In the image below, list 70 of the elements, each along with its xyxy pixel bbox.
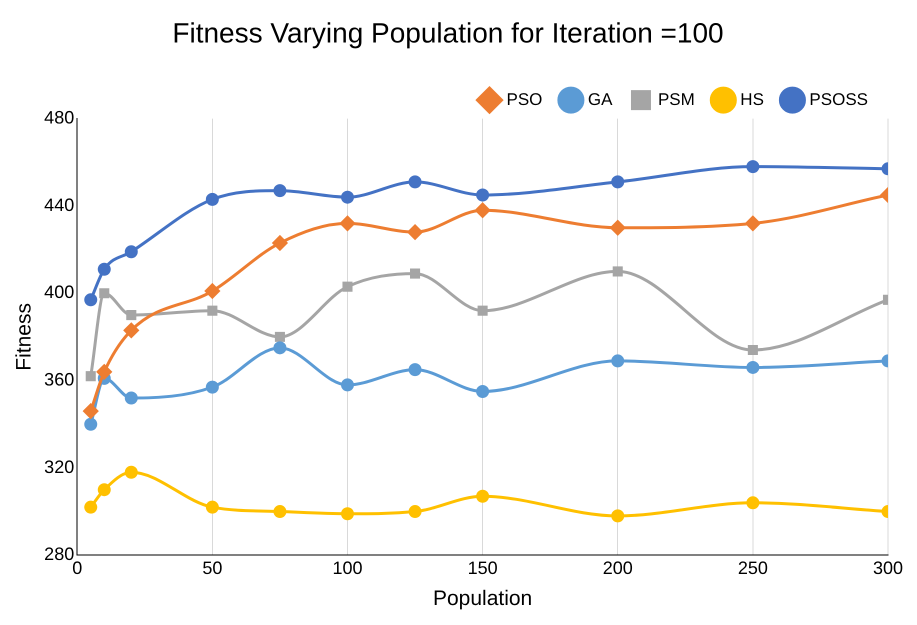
point	[342, 282, 353, 292]
point	[611, 509, 624, 522]
point	[410, 268, 420, 279]
legend-label: PSM	[658, 90, 695, 109]
point	[476, 490, 490, 503]
point	[748, 344, 758, 356]
point	[206, 380, 219, 394]
point	[124, 322, 139, 338]
point	[340, 190, 354, 204]
x-tick-label: 0	[72, 558, 82, 578]
point	[273, 184, 286, 198]
point	[478, 306, 488, 316]
point	[83, 404, 98, 419]
x-tick-label: 200	[602, 558, 633, 578]
y-tick-label: 400	[44, 282, 74, 302]
legend-label: PSOSS	[809, 90, 868, 109]
point	[746, 496, 760, 510]
point	[124, 392, 138, 405]
chart-title: Fitness Varying Population for Iteration =100	[172, 18, 724, 49]
point	[207, 306, 218, 316]
point	[126, 310, 136, 320]
point	[273, 341, 286, 354]
point	[206, 500, 219, 514]
x-tick-label: 250	[738, 558, 768, 578]
x-tick-label: 50	[202, 558, 222, 578]
x-tick-label: 100	[332, 558, 363, 578]
point	[272, 236, 288, 251]
point	[84, 293, 98, 306]
point	[340, 378, 354, 392]
point	[204, 284, 220, 299]
point	[98, 262, 111, 276]
point	[611, 354, 624, 368]
point	[610, 220, 626, 236]
point	[84, 500, 98, 514]
point	[476, 188, 490, 202]
point	[274, 332, 285, 342]
legend-label: PSO	[506, 90, 542, 109]
point	[475, 202, 490, 218]
point	[206, 192, 219, 206]
point	[611, 175, 624, 188]
point	[408, 363, 422, 376]
point	[99, 288, 110, 298]
x-tick-label: 300	[872, 558, 904, 578]
point	[340, 507, 354, 520]
point	[340, 216, 355, 231]
point	[745, 216, 760, 231]
y-axis-title: Fitness	[12, 303, 36, 371]
point	[124, 245, 138, 258]
point	[408, 175, 422, 188]
y-tick-label: 360	[44, 370, 74, 390]
point	[124, 466, 138, 479]
y-tick-label: 280	[44, 544, 74, 564]
point	[746, 160, 760, 174]
point	[98, 483, 111, 496]
x-tick-label: 150	[468, 558, 498, 578]
point	[86, 371, 96, 382]
legend-label: HS	[740, 90, 764, 109]
y-tick-label: 320	[44, 456, 74, 477]
point	[96, 364, 112, 380]
legend-label: GA	[588, 90, 614, 109]
y-tick-label: 480	[44, 108, 74, 128]
point	[408, 505, 422, 518]
point	[746, 360, 760, 374]
point	[273, 505, 286, 518]
point	[476, 384, 490, 398]
point	[408, 224, 423, 240]
x-axis-title: Population	[432, 587, 532, 610]
point	[84, 418, 98, 431]
point	[612, 266, 623, 276]
y-tick-label: 440	[44, 194, 74, 215]
